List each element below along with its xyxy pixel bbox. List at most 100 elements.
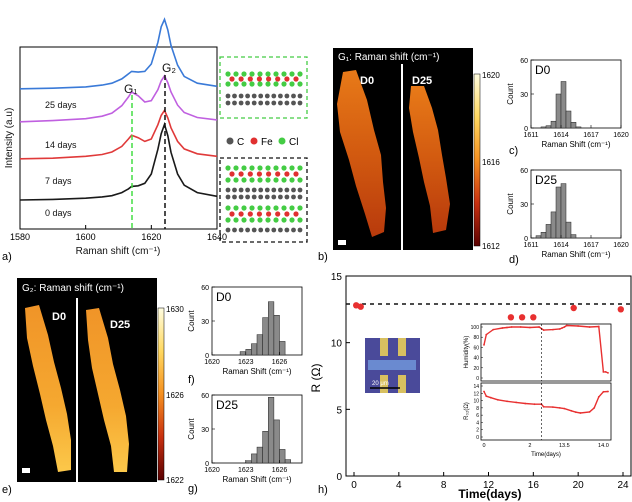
c-atom	[245, 93, 251, 99]
c-atom	[284, 100, 290, 106]
cl-atom	[281, 71, 287, 77]
spectrum-line	[19, 108, 218, 160]
c-atom	[238, 227, 244, 233]
colorbar-b-tick-bot: 1612	[482, 242, 500, 251]
c-atom	[232, 93, 237, 99]
hist-xlabel: Raman Shift (cm⁻¹)	[541, 140, 610, 149]
inset-point	[506, 326, 508, 329]
cl-atom	[241, 205, 247, 211]
inset-y-tick-label: 10	[473, 399, 479, 405]
fe-atom	[275, 76, 281, 82]
hist-x-tick-label: 1626	[272, 467, 288, 474]
c-atom	[291, 93, 296, 99]
c-atom	[245, 187, 251, 193]
hist-label: D0	[216, 290, 232, 304]
c-atom	[245, 100, 251, 106]
series-label-25d: 25 days	[45, 100, 77, 110]
hist-bar	[545, 125, 552, 129]
c-atom	[245, 227, 251, 233]
cl-atom	[249, 81, 255, 87]
cl-atom	[289, 177, 295, 183]
inset-bot-ylabel: R₀₂(Ω)	[464, 402, 470, 420]
hist-y-tick-label: 60	[201, 285, 209, 292]
c-atom	[258, 187, 264, 193]
hist-bar	[570, 122, 577, 129]
cl-atom	[241, 81, 247, 87]
panel-h-ylabel: R (Ω)	[309, 364, 323, 393]
inset-point	[529, 326, 531, 329]
c-atom	[271, 187, 277, 193]
panel-label-c: c)	[509, 145, 518, 157]
cl-atom	[225, 177, 231, 183]
c-atom	[232, 194, 237, 200]
chlorine-dot	[278, 137, 286, 145]
cl-atom	[257, 217, 263, 223]
x-tick-label: 1580	[10, 232, 30, 242]
inset-point	[561, 327, 563, 329]
device-micrograph: 20 μm	[365, 338, 420, 393]
cl-atom	[289, 165, 295, 171]
inset-xlabel: Time(days)	[531, 452, 561, 458]
c-atom	[278, 194, 283, 200]
inset-point	[552, 406, 554, 408]
cl-atom	[241, 217, 247, 223]
c-atom	[238, 187, 244, 193]
inset-point	[485, 395, 488, 398]
colorbar-b	[473, 73, 481, 247]
inset-point	[542, 405, 545, 408]
cl-atom	[281, 165, 287, 171]
cl-atom	[273, 165, 279, 171]
panel-label-d: d)	[509, 254, 519, 266]
flake-b-right	[409, 86, 450, 233]
c-atom	[251, 93, 257, 99]
inset-point	[604, 371, 607, 373]
cl-atom	[225, 81, 231, 87]
h-y-tick-label: 10	[331, 339, 343, 350]
resistance-point	[530, 314, 537, 321]
c-atom	[258, 194, 264, 200]
panel-a-series	[19, 17, 218, 201]
inset-y-tick-label: 14	[473, 384, 479, 390]
cl-atom	[289, 217, 295, 223]
map-e-title: G₂: Raman shift (cm⁻¹)	[22, 283, 124, 294]
cl-atom	[257, 71, 263, 77]
cl-atom	[273, 217, 279, 223]
c-atom	[271, 93, 277, 99]
inset-point	[577, 325, 579, 327]
inset-x-tick-label: 2	[528, 443, 531, 449]
c-atom	[251, 187, 257, 193]
inset-point	[552, 328, 554, 331]
panel-a-ylabel: Intensity (a.u)	[4, 108, 15, 169]
cl-atom	[241, 165, 247, 171]
cl-atom	[297, 177, 303, 183]
hist-x-tick-label: 1611	[523, 242, 538, 249]
inset-point	[558, 407, 561, 409]
inset-point	[533, 403, 536, 406]
fe-atom	[293, 171, 299, 177]
c-atom	[271, 100, 277, 106]
inset-point	[483, 390, 485, 393]
c-atom	[258, 227, 264, 233]
cl-atom	[273, 71, 279, 77]
inset-top-frame	[480, 323, 612, 382]
c-atom	[225, 194, 231, 200]
series-label-14d: 14 days	[45, 140, 77, 150]
hist-bar	[268, 397, 275, 464]
hist-bar	[279, 341, 286, 356]
c-atom	[258, 93, 264, 99]
cl-atom	[249, 177, 255, 183]
cl-atom	[265, 217, 271, 223]
panel-b-map: G₁: Raman shift (cm⁻¹) D0 D25 1620 1616 …	[333, 48, 500, 251]
cl-atom	[289, 81, 295, 87]
hist-bar	[560, 183, 567, 239]
hist-bar	[550, 211, 557, 239]
hist-y-tick-label: 30	[520, 202, 528, 209]
fe-atom	[229, 171, 235, 177]
panel-a-x-ticks: 1580 1600 1620 1640	[10, 225, 227, 242]
c-atom	[251, 194, 257, 200]
inset-y-tick-label: 100	[471, 325, 480, 331]
hist-bar	[251, 453, 258, 464]
hist-label: D0	[535, 63, 551, 77]
